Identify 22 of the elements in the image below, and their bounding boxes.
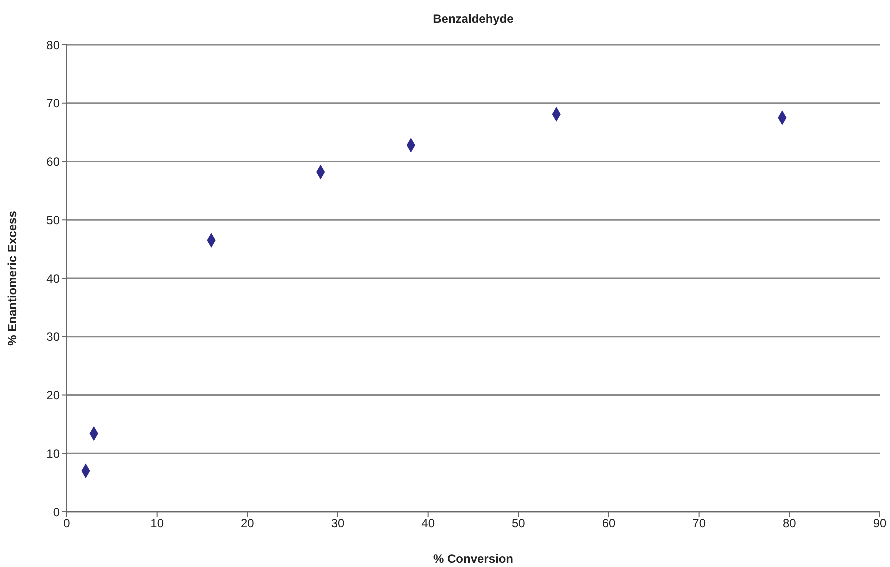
y-tick-label: 10 xyxy=(46,446,60,461)
x-tick-label: 10 xyxy=(150,516,164,531)
y-tick-label: 20 xyxy=(46,388,60,403)
y-tick-label: 0 xyxy=(53,505,60,520)
x-tick-label: 20 xyxy=(240,516,255,531)
x-tick-label: 90 xyxy=(873,516,887,531)
y-axis-title: % Enantiomeric Excess xyxy=(5,210,20,346)
x-tick-label: 50 xyxy=(512,516,526,531)
y-tick-label: 50 xyxy=(46,213,60,228)
y-tick-label: 40 xyxy=(46,272,60,286)
x-axis-title: % Conversion xyxy=(433,552,514,566)
y-tick-label: 30 xyxy=(46,330,60,344)
x-tick-label: 80 xyxy=(782,516,797,531)
x-tick-label: 70 xyxy=(692,516,706,531)
y-tick-label: 80 xyxy=(46,38,60,52)
chart-title: Benzaldehyde xyxy=(432,12,515,26)
y-tick-label: 60 xyxy=(46,155,60,170)
x-tick-label: 40 xyxy=(422,516,436,531)
x-tick-label: 0 xyxy=(64,516,71,531)
x-tick-label: 30 xyxy=(331,516,345,531)
x-tick-label: 60 xyxy=(602,516,616,531)
y-tick-label: 70 xyxy=(46,96,60,111)
